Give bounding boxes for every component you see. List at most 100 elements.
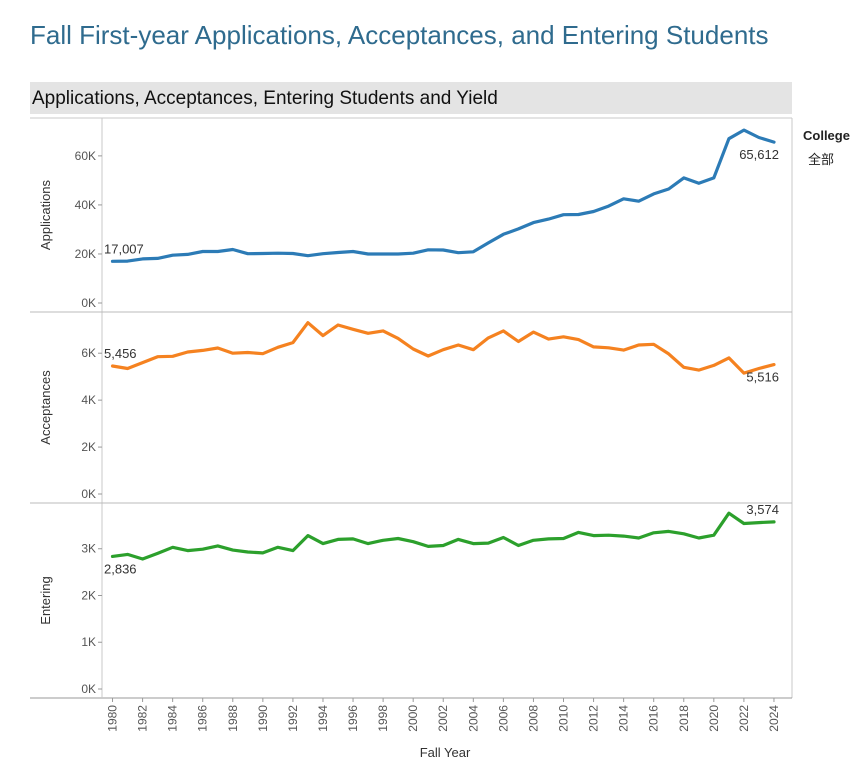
entering-data-label: 2,836 (104, 561, 137, 576)
acceptances-data-point (336, 323, 341, 328)
entering-data-point (576, 530, 581, 535)
x-tick-label: 1980 (106, 705, 120, 732)
entering-series-line (110, 511, 776, 561)
x-tick-label: 1984 (166, 705, 180, 732)
applications-data-point (260, 251, 265, 256)
entering-data-point (486, 541, 491, 546)
applications-data-point (711, 175, 716, 180)
entering-data-point (260, 550, 265, 555)
applications-data-point (200, 249, 205, 254)
applications-data-point (516, 226, 521, 231)
applications-data-point (456, 250, 461, 255)
entering-data-point (651, 530, 656, 535)
applications-data-point (320, 251, 325, 256)
applications-data-point (606, 204, 611, 209)
entering-data-point (561, 536, 566, 541)
applications-data-point (336, 250, 341, 255)
applications-data-point (441, 248, 446, 253)
entering-data-point (411, 539, 416, 544)
section-header: Applications, Acceptances, Entering Stud… (30, 82, 792, 114)
acceptances-data-point (200, 348, 205, 353)
x-tick-label: 2010 (557, 705, 571, 732)
applications-data-point (576, 212, 581, 217)
applications-data-point (486, 240, 491, 245)
applications-data-point (185, 252, 190, 257)
acceptances-data-point (381, 328, 386, 333)
acceptances-data-point (576, 337, 581, 342)
legend-item-all[interactable]: 全部 (808, 152, 835, 167)
entering-data-point (155, 551, 160, 556)
entering-data-point (441, 543, 446, 548)
acceptances-data-point (651, 342, 656, 347)
acceptances-data-point (426, 354, 431, 359)
applications-y-tick-label: 40K (75, 198, 96, 212)
acceptances-data-point (260, 351, 265, 356)
entering-data-point (636, 535, 641, 540)
applications-data-point (651, 191, 656, 196)
acceptances-y-tick-label: 4K (81, 393, 96, 407)
applications-y-tick-label: 20K (75, 247, 96, 261)
acceptances-y-tick-label: 0K (81, 487, 96, 501)
entering-data-point (741, 521, 746, 526)
x-tick-label: 1996 (346, 705, 360, 732)
x-tick-label: 1998 (376, 705, 390, 732)
applications-data-point (726, 136, 731, 141)
legend-title: College (803, 128, 850, 143)
acceptances-data-label: 5,516 (746, 370, 779, 385)
x-tick-label: 1990 (256, 705, 270, 732)
applications-data-point (546, 217, 551, 222)
acceptances-data-point (636, 342, 641, 347)
entering-data-point (320, 541, 325, 546)
applications-data-point (125, 259, 130, 264)
entering-axis-title: Entering (38, 576, 53, 624)
acceptances-data-point (711, 363, 716, 368)
applications-data-point (666, 186, 671, 191)
acceptances-data-point (516, 339, 521, 344)
acceptances-data-point (621, 348, 626, 353)
entering-data-point (185, 548, 190, 553)
entering-data-point (396, 536, 401, 541)
applications-data-point (741, 128, 746, 133)
entering-data-point (531, 538, 536, 543)
acceptances-data-point (606, 345, 611, 350)
entering-data-point (426, 544, 431, 549)
applications-data-point (110, 259, 115, 264)
acceptances-data-point (290, 340, 295, 345)
x-tick-label: 2006 (496, 705, 510, 732)
acceptances-data-point (441, 347, 446, 352)
entering-data-point (711, 533, 716, 538)
applications-data-point (155, 256, 160, 261)
applications-data-point (771, 140, 776, 145)
entering-y-tick-label: 2K (81, 588, 96, 602)
x-tick-label: 2018 (677, 705, 691, 732)
x-tick-label: 2002 (436, 705, 450, 732)
x-tick-label: 2014 (617, 705, 631, 732)
applications-data-point (170, 253, 175, 258)
entering-y-tick-label: 3K (81, 542, 96, 556)
entering-data-point (140, 557, 145, 562)
acceptances-data-point (501, 328, 506, 333)
applications-data-point (471, 249, 476, 254)
acceptances-data-point (456, 342, 461, 347)
applications-series-line (110, 128, 776, 263)
applications-data-point (396, 251, 401, 256)
applications-data-point (591, 209, 596, 214)
entering-data-point (726, 511, 731, 516)
applications-data-point (275, 251, 280, 256)
x-tick-label: 2016 (647, 705, 661, 732)
acceptances-data-point (726, 355, 731, 360)
entering-data-point (546, 536, 551, 541)
entering-data-point (696, 535, 701, 540)
entering-data-point (215, 543, 220, 548)
acceptances-data-point (170, 354, 175, 359)
x-tick-label: 2020 (707, 705, 721, 732)
entering-data-point (125, 552, 130, 557)
entering-data-point (366, 541, 371, 546)
acceptances-data-point (320, 333, 325, 338)
acceptances-data-point (771, 362, 776, 367)
acceptances-data-label: 5,456 (104, 346, 137, 361)
applications-data-point (696, 181, 701, 186)
applications-data-point (351, 249, 356, 254)
acceptances-data-point (215, 346, 220, 351)
